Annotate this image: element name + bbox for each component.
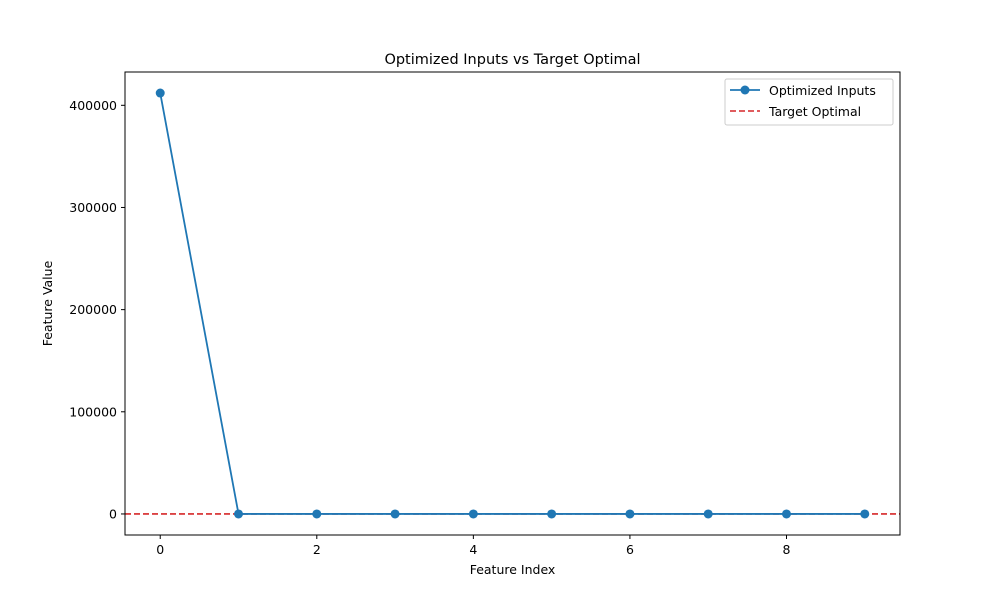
x-tick-label: 8	[783, 542, 791, 557]
legend: Optimized Inputs Target Optimal	[724, 78, 894, 126]
x-axis: 0 2 4 6 8	[156, 535, 791, 557]
legend-marker-optimized-inputs	[740, 85, 750, 95]
x-axis-label: Feature Index	[470, 562, 556, 577]
data-point	[468, 509, 478, 519]
y-axis-label: Feature Value	[40, 260, 55, 346]
x-tick-label: 0	[156, 542, 164, 557]
y-axis: 0 100000 200000 300000 400000	[69, 98, 125, 521]
chart-title: Optimized Inputs vs Target Optimal	[384, 52, 640, 68]
y-tick-label: 400000	[69, 98, 117, 113]
data-point	[625, 509, 635, 519]
data-point	[860, 509, 870, 519]
series-line-optimized-inputs	[159, 92, 865, 515]
data-point	[155, 88, 165, 98]
data-point	[781, 509, 791, 519]
x-tick-label: 4	[469, 542, 477, 557]
legend-label-optimized-inputs: Optimized Inputs	[769, 83, 876, 98]
plot-frame	[124, 71, 901, 536]
y-tick-label: 200000	[69, 302, 117, 317]
data-point	[390, 509, 400, 519]
data-point	[703, 509, 713, 519]
y-tick-label: 100000	[69, 404, 117, 419]
legend-label-target-optimal: Target Optimal	[768, 104, 861, 119]
y-tick-label: 300000	[69, 200, 117, 215]
data-point	[547, 509, 557, 519]
x-tick-label: 6	[626, 542, 634, 557]
legend-box	[724, 78, 894, 126]
y-tick-label: 0	[109, 506, 117, 521]
data-point	[312, 509, 322, 519]
data-point	[234, 509, 244, 519]
x-tick-label: 2	[313, 542, 321, 557]
